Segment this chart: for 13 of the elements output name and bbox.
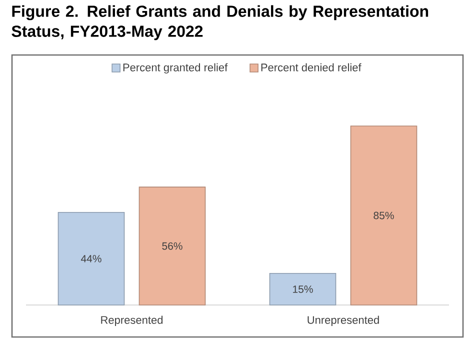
legend-label: Percent denied relief	[261, 63, 362, 72]
legend-label: Percent granted relief	[123, 63, 228, 74]
x-tick-label: Represented	[101, 316, 163, 326]
x-tick-label: Unrepresented	[308, 316, 379, 326]
bar	[138, 186, 206, 306]
data-label: 56%	[162, 242, 182, 250]
data-label: 85%	[374, 212, 394, 220]
bar	[269, 273, 336, 306]
data-label: 44%	[80, 255, 102, 262]
data-label: 15%	[293, 286, 313, 293]
bar	[58, 212, 125, 306]
bar	[350, 126, 418, 306]
chart-title: Figure 2. Relief Grants and Denials by Representation Status, FY2013-May 2022	[12, 5, 428, 40]
